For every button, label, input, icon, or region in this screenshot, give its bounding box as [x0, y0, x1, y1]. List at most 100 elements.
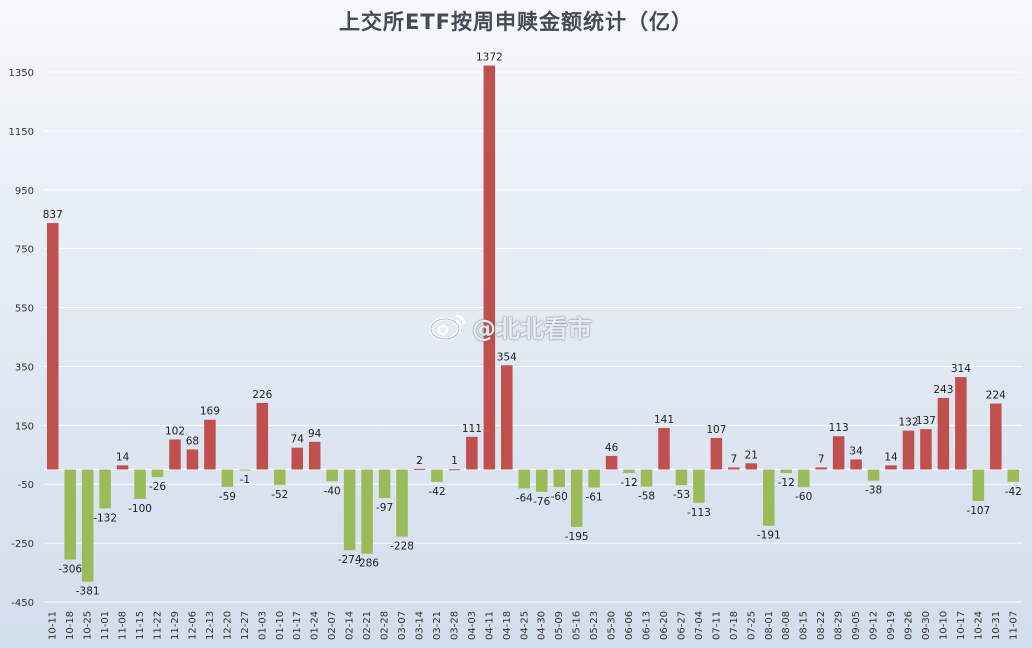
data-label: 94 — [308, 428, 322, 440]
x-tick-label: 07-18 — [729, 611, 740, 640]
data-label: 224 — [986, 390, 1006, 402]
watermark: @北北看市 — [428, 306, 592, 346]
data-label: 1 — [451, 455, 458, 467]
outflow-bar — [1007, 469, 1020, 482]
x-tick-label: 03-28 — [449, 611, 460, 640]
x-tick-label: 09-05 — [851, 611, 862, 640]
y-tick-label: 1150 — [9, 127, 34, 138]
inflow-bar — [815, 467, 827, 470]
data-label: 46 — [605, 442, 619, 454]
x-tick-label: 12-06 — [187, 611, 198, 640]
data-label: -42 — [428, 486, 445, 498]
data-label: 226 — [252, 389, 272, 401]
data-label: 34 — [849, 445, 863, 457]
outflow-bar — [588, 469, 600, 488]
inflow-bar — [308, 441, 321, 470]
data-label: 141 — [654, 414, 674, 426]
x-tick-label: 04-25 — [519, 611, 530, 640]
y-tick-label: -50 — [18, 480, 34, 491]
data-label: 107 — [706, 424, 726, 436]
data-label: -100 — [128, 503, 152, 515]
y-tick-label: 950 — [15, 186, 34, 197]
data-label: -76 — [533, 496, 550, 508]
chart-title: 上交所ETF按周申赎金额统计（亿） — [338, 10, 693, 34]
data-label: 314 — [951, 363, 971, 375]
data-label: 7 — [818, 453, 825, 465]
data-label: -52 — [271, 489, 288, 501]
x-tick-label: 04-30 — [537, 611, 548, 640]
outflow-bar — [361, 469, 373, 554]
x-tick-label: 06-13 — [642, 611, 653, 640]
y-tick-label: 550 — [15, 304, 34, 315]
data-label: -132 — [93, 512, 117, 524]
outflow-bar — [134, 469, 146, 499]
inflow-bar — [204, 419, 216, 470]
x-tick-label: 09-26 — [903, 611, 914, 640]
inflow-bar — [483, 65, 496, 470]
x-tick-label: 06-27 — [676, 611, 687, 640]
outflow-bar — [640, 469, 653, 487]
inflow-bar — [937, 397, 950, 470]
x-tick-label: 03-14 — [414, 611, 425, 640]
data-label: 243 — [933, 384, 953, 396]
data-label: 2 — [416, 455, 423, 467]
x-tick-label: 02-07 — [327, 611, 338, 640]
data-label: -40 — [324, 485, 341, 497]
x-tick-label: 05-23 — [589, 611, 600, 640]
inflow-bar — [745, 463, 758, 470]
x-tick-label: 06-20 — [659, 611, 670, 640]
inflow-bar — [902, 430, 915, 470]
x-tick-label: 06-06 — [624, 611, 635, 640]
inflow-bar — [832, 436, 845, 470]
y-tick-label: -450 — [11, 598, 34, 609]
x-tick-label: 10-31 — [991, 611, 1002, 640]
data-label: -58 — [638, 491, 655, 503]
x-tick-label: 02-14 — [345, 611, 356, 640]
outflow-bar — [378, 469, 391, 499]
x-tick-label: 09-19 — [886, 611, 897, 640]
inflow-bar — [256, 402, 269, 470]
data-label: 132 — [898, 417, 918, 429]
data-label: -286 — [355, 558, 379, 570]
data-label: 137 — [916, 415, 936, 427]
inflow-bar — [466, 436, 478, 470]
data-label: 21 — [745, 449, 758, 461]
x-tick-label: 10-25 — [83, 611, 94, 640]
outflow-bar — [675, 469, 688, 486]
data-label: -195 — [565, 531, 589, 543]
inflow-bar — [501, 365, 513, 470]
x-tick-label: 12-27 — [240, 611, 251, 640]
data-label: 14 — [116, 451, 130, 463]
inflow-bar — [920, 429, 932, 470]
outflow-bar — [431, 469, 443, 482]
data-label: 837 — [43, 209, 63, 221]
x-tick-label: 11-15 — [135, 611, 146, 640]
x-tick-label: 11-08 — [118, 611, 129, 640]
inflow-bar — [990, 403, 1002, 470]
inflow-bar — [413, 468, 426, 470]
inflow-bar — [658, 427, 670, 470]
data-label: 102 — [165, 425, 185, 437]
outflow-bar — [867, 469, 880, 481]
data-label: -60 — [795, 491, 812, 503]
x-tick-label: 08-15 — [799, 611, 810, 640]
outflow-bar — [343, 469, 356, 551]
x-tick-label: 10-10 — [938, 611, 949, 640]
x-tick-label: 03-21 — [432, 611, 443, 640]
inflow-bar — [850, 459, 862, 470]
data-label: 354 — [497, 351, 517, 363]
inflow-bar — [46, 223, 59, 470]
x-tick-label: 09-12 — [869, 611, 880, 640]
data-label: -113 — [687, 507, 711, 519]
x-tick-label: 02-28 — [380, 611, 391, 640]
data-label: -61 — [586, 491, 603, 503]
inflow-bar — [728, 467, 740, 470]
outflow-bar — [693, 469, 705, 503]
outflow-bar — [763, 469, 775, 526]
x-tick-label: 04-18 — [502, 611, 513, 640]
data-label: -59 — [219, 491, 236, 503]
inflow-bar — [955, 377, 967, 470]
x-tick-label: 08-08 — [781, 611, 792, 640]
